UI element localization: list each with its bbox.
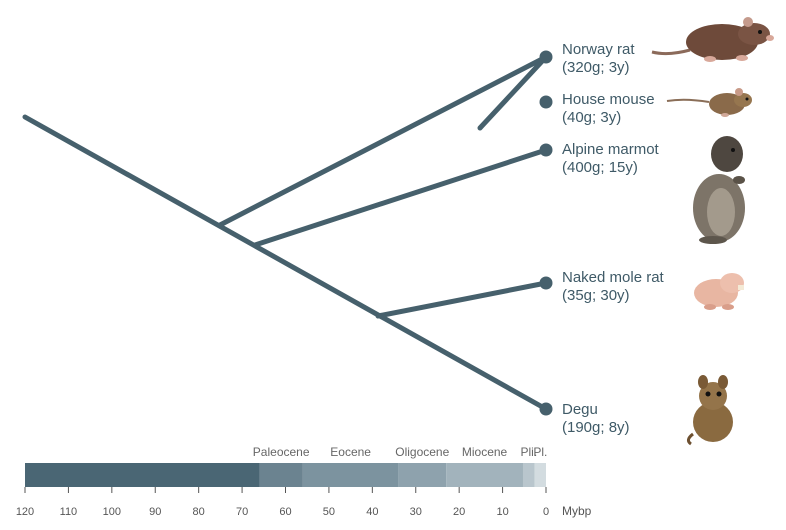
murid-sciurid-branch [217, 54, 549, 228]
taxon-name: Alpine marmot [562, 141, 659, 158]
tip-node [539, 402, 553, 416]
geologic-timescale: Paleocene Eocene Oligocene Miocene Pli.Pl. 12… [16, 445, 592, 518]
taxon-name: Degu [562, 401, 598, 418]
taxon-traits: (400g; 15y) [562, 159, 638, 176]
axis-tick-label: 100 [103, 506, 121, 518]
alpine-marmot-branch [252, 147, 549, 248]
axis-unit-label: Mybp [562, 504, 592, 518]
axis-tick-label: 0 [543, 506, 549, 518]
epoch-band [259, 463, 303, 487]
epoch-band [446, 463, 523, 487]
axis-tick-label: 50 [323, 506, 335, 518]
tip-node [539, 95, 553, 109]
tip-node [539, 50, 553, 64]
taxon-traits: (190g; 8y) [562, 419, 630, 436]
degu-icon [686, 375, 733, 446]
norway-rat-icon [651, 17, 774, 62]
taxon-traits: (35g; 30y) [562, 287, 630, 304]
taxon-name: Norway rat [562, 41, 635, 58]
axis-tick-label: 110 [60, 506, 78, 518]
epoch-band [302, 463, 399, 487]
axis-tick-label: 20 [453, 506, 465, 518]
epoch-label: Paleocene [253, 445, 310, 459]
epoch-band [398, 463, 447, 487]
naked-mole-rat-icon [694, 273, 744, 310]
epoch-band [522, 463, 535, 487]
epoch-label: Oligocene [395, 445, 449, 459]
taxon-label-degu: Degu (190g; 8y) [562, 401, 630, 437]
taxon-traits: (40g; 3y) [562, 109, 622, 126]
epoch-label: Miocene [462, 445, 508, 459]
alpine-marmot-icon [693, 136, 745, 244]
axis-tick-label: 60 [279, 506, 291, 518]
axis-tick-label: 30 [410, 506, 422, 518]
taxon-label-naked-mole-rat: Naked mole rat (35g; 30y) [562, 269, 664, 305]
epoch-band [534, 463, 546, 487]
axis-tick-label: 70 [236, 506, 248, 518]
tree-branches [22, 50, 553, 416]
taxon-traits: (320g; 3y) [562, 59, 630, 76]
norway-rat-branch [477, 54, 549, 131]
naked-mole-rat-branch [375, 280, 549, 319]
house-mouse-icon [666, 88, 752, 117]
axis-tick-label: 40 [366, 506, 378, 518]
taxon-label-alpine-marmot: Alpine marmot (400g; 15y) [562, 141, 659, 177]
taxon-name: Naked mole rat [562, 269, 664, 286]
axis-tick-label: 80 [193, 506, 205, 518]
epoch-label: Eocene [330, 445, 371, 459]
epoch-label: Pli. [521, 445, 538, 459]
tip-node [539, 276, 553, 290]
timescale-pre-paleogene [25, 463, 260, 487]
axis-tick-label: 90 [149, 506, 161, 518]
taxon-name: House mouse [562, 91, 655, 108]
trunk-branch [22, 114, 549, 412]
taxon-label-norway-rat: Norway rat (320g; 3y) [562, 41, 635, 77]
epoch-label: Pl. [533, 445, 547, 459]
tip-node [539, 143, 553, 157]
taxon-label-house-mouse: House mouse (40g; 3y) [562, 91, 655, 127]
axis-tick-label: 120 [16, 506, 34, 518]
axis-tick-label: 10 [496, 506, 508, 518]
